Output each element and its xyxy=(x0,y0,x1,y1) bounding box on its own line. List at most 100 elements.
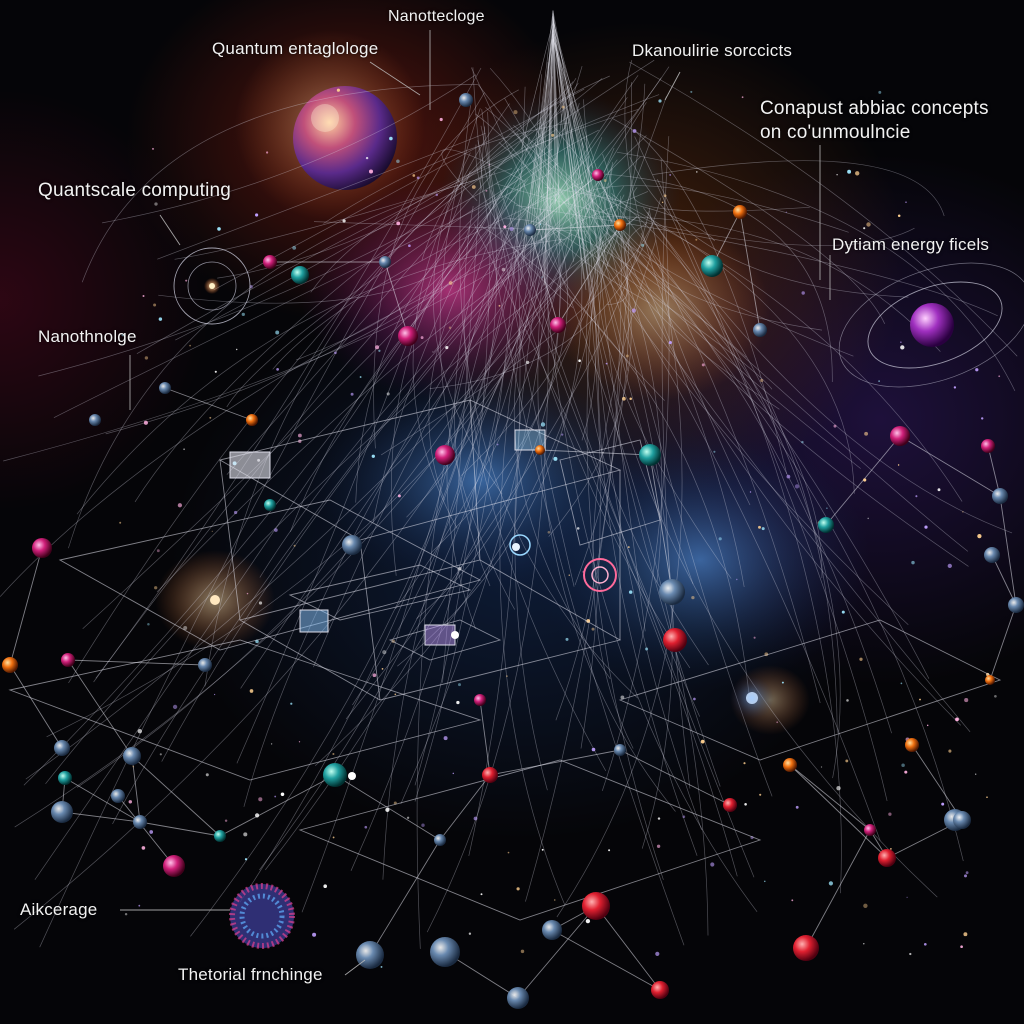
spire-strand xyxy=(552,37,588,213)
glitter-particle xyxy=(396,221,401,226)
fiber-strand xyxy=(581,198,969,567)
glitter-particle xyxy=(900,682,903,685)
network-node xyxy=(89,414,101,426)
fiber-strand xyxy=(46,182,609,738)
fiber-strand xyxy=(579,228,597,441)
network-node xyxy=(1008,597,1024,613)
glitter-particle xyxy=(657,817,661,820)
glitter-particle xyxy=(209,416,212,419)
glitter-particle xyxy=(574,189,577,191)
fiber-strand xyxy=(477,83,881,841)
node-link xyxy=(117,795,175,867)
fiber-strand xyxy=(491,190,701,717)
glitter-particle xyxy=(753,636,756,639)
glitter-particle xyxy=(900,341,902,343)
node-link xyxy=(649,454,673,593)
node-link xyxy=(9,664,63,749)
fiber-strand xyxy=(633,187,810,212)
glitter-particle xyxy=(141,846,146,850)
fiber-strand xyxy=(400,119,549,805)
fiber-strand xyxy=(563,185,849,233)
glitter-particle xyxy=(693,697,696,701)
glitter-particle xyxy=(235,348,238,351)
glitter-particle xyxy=(266,151,269,154)
network-node xyxy=(793,935,819,961)
glitter-particle xyxy=(386,392,390,396)
glitter-particle xyxy=(795,805,799,809)
fiber-strand xyxy=(603,193,855,494)
glitter-particle xyxy=(962,511,964,513)
glitter-particle xyxy=(947,563,952,569)
node-link xyxy=(139,821,221,837)
glitter-particle xyxy=(963,932,968,937)
glitter-particle xyxy=(143,420,148,425)
fiber-strand xyxy=(301,137,530,913)
glitter-particle xyxy=(964,874,967,878)
fiber-strand xyxy=(421,75,610,261)
node-link xyxy=(789,764,871,831)
spire-strand xyxy=(520,33,554,285)
node-link xyxy=(529,224,621,231)
fiber-strand xyxy=(515,205,998,317)
glitter-particle xyxy=(691,595,695,600)
fiber-strand xyxy=(430,185,569,553)
network-node xyxy=(659,579,685,605)
network-node xyxy=(434,834,446,846)
network-node xyxy=(246,414,258,426)
spire-strand xyxy=(522,29,554,253)
glitter-particle xyxy=(801,291,805,295)
glitter-particle xyxy=(205,773,209,777)
glitter-particle xyxy=(846,699,849,702)
glitter-particle xyxy=(561,105,565,109)
glitter-particle xyxy=(406,816,410,819)
glitter-particle xyxy=(334,351,337,355)
glitter-particle xyxy=(507,851,510,854)
glitter-particle xyxy=(513,110,518,115)
network-node xyxy=(342,535,362,555)
fiber-strand xyxy=(217,128,557,279)
glitter-particle xyxy=(833,424,837,428)
fiber-strand xyxy=(157,132,486,260)
fiber-strand xyxy=(76,137,603,788)
glitter-particle xyxy=(448,281,453,285)
network-node xyxy=(783,758,797,772)
network-node xyxy=(878,849,896,867)
fiber-strand xyxy=(45,216,638,785)
network-node xyxy=(61,653,75,667)
fiber-strand xyxy=(498,142,629,306)
glitter-particle xyxy=(919,698,921,701)
glitter-particle xyxy=(183,448,185,451)
glitter-particle xyxy=(631,308,636,313)
fiber-strand xyxy=(629,156,909,298)
fiber-strand xyxy=(591,164,773,797)
fiber-strand xyxy=(516,132,909,625)
network-node xyxy=(985,675,995,685)
glitter-particle xyxy=(553,456,558,461)
fiber-strand xyxy=(0,191,649,597)
fiber-strand xyxy=(661,136,691,789)
glitter-particle xyxy=(378,349,381,352)
spire-strand xyxy=(552,13,592,283)
network-node xyxy=(524,224,536,236)
glitter-particle xyxy=(121,333,125,337)
glitter-particle xyxy=(710,862,715,867)
glitter-particle xyxy=(866,222,871,227)
fiber-strand xyxy=(395,142,583,610)
spire-strand xyxy=(552,20,592,182)
glitter-particle xyxy=(496,443,499,446)
glitter-particle xyxy=(622,396,626,401)
fiber-strand xyxy=(406,62,551,518)
fiber-strand xyxy=(433,152,503,495)
spire-strand xyxy=(552,22,586,264)
node-link xyxy=(789,764,888,859)
fiber-strand xyxy=(13,147,615,930)
glitter-particle xyxy=(147,622,150,626)
fiber-strand xyxy=(474,113,561,355)
glitter-particle xyxy=(924,525,928,529)
fiber-strand xyxy=(603,159,635,252)
network-node xyxy=(992,488,1008,504)
label-nanothnolo: Nanothnolge xyxy=(38,327,137,346)
glitter-particle xyxy=(443,736,448,741)
glitter-particle xyxy=(561,433,564,436)
glitter-particle xyxy=(960,945,963,949)
